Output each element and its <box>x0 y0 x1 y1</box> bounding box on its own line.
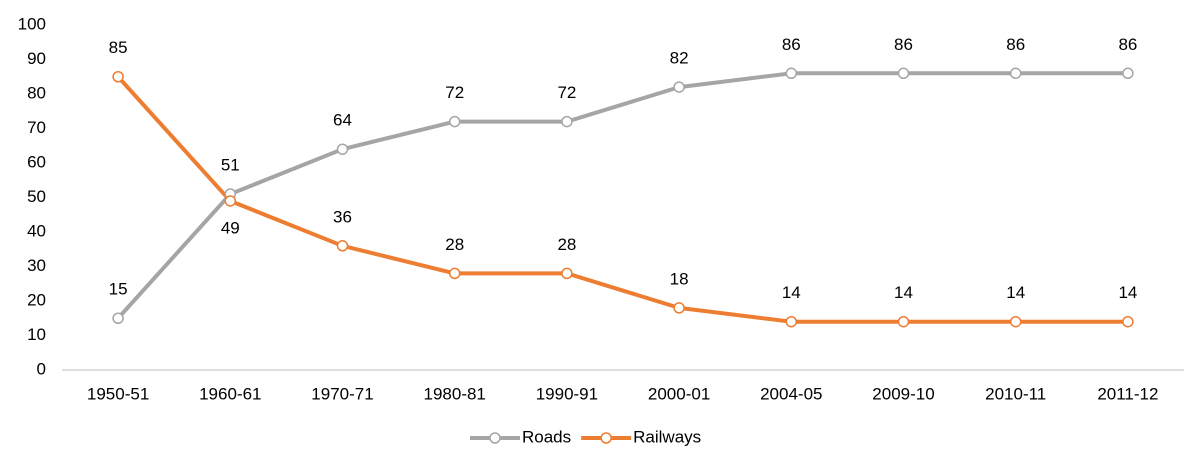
x-tick-label: 2010-11 <box>985 384 1046 403</box>
point <box>224 195 237 207</box>
data-label: 28 <box>445 235 464 254</box>
data-label: 82 <box>670 49 689 68</box>
point <box>336 240 349 252</box>
y-tick-label: 90 <box>27 49 46 68</box>
point <box>448 267 461 280</box>
x-tick-label: 1950-51 <box>87 384 149 403</box>
y-tick-label: 70 <box>27 118 46 137</box>
series-line <box>116 75 1128 324</box>
legend-marker <box>600 432 612 444</box>
legend-label: Roads <box>522 427 571 446</box>
data-label: 28 <box>557 235 576 254</box>
point <box>673 302 685 314</box>
y-tick-label: 80 <box>27 83 46 102</box>
point <box>112 71 124 83</box>
point <box>561 267 573 280</box>
legend-label: Railways <box>633 427 701 446</box>
data-label: 86 <box>1006 35 1025 54</box>
point <box>1009 315 1022 328</box>
point <box>561 115 573 128</box>
data-label: 86 <box>782 35 801 54</box>
data-label: 14 <box>1006 283 1025 302</box>
y-tick-label: 40 <box>27 221 46 240</box>
data-label: 36 <box>333 207 352 226</box>
point <box>673 81 685 93</box>
y-tick-label: 0 <box>37 359 46 378</box>
y-tick-label: 20 <box>27 290 46 309</box>
data-label: 85 <box>109 38 128 57</box>
data-label: 64 <box>333 111 352 130</box>
data-label: 72 <box>445 83 464 102</box>
data-label: 14 <box>1118 283 1137 302</box>
data-label: 18 <box>670 269 689 288</box>
data-label: 14 <box>782 283 801 302</box>
y-tick-label: 30 <box>27 256 46 275</box>
point <box>1009 67 1022 80</box>
x-tick-label: 2009-10 <box>872 384 934 403</box>
point <box>897 67 910 80</box>
x-tick-label: 1960-61 <box>199 384 261 403</box>
series-line <box>116 71 1128 320</box>
x-tick-label: 2011-12 <box>1097 384 1158 403</box>
y-tick-label: 100 <box>18 14 46 33</box>
point <box>448 115 461 128</box>
point <box>785 315 798 328</box>
x-tick-label: 1980-81 <box>424 384 486 403</box>
y-tick-label: 50 <box>27 187 46 206</box>
y-tick-label: 10 <box>27 325 46 344</box>
data-label: 86 <box>1118 35 1137 54</box>
point <box>1122 315 1134 328</box>
x-tick-label: 2004-05 <box>760 384 822 403</box>
point <box>112 312 124 324</box>
point <box>336 143 349 155</box>
x-tick-label: 1990-91 <box>536 384 598 403</box>
point <box>785 67 798 80</box>
data-label: 15 <box>109 280 128 299</box>
y-tick-label: 60 <box>27 152 46 171</box>
point <box>897 315 910 328</box>
data-label: 86 <box>894 35 913 54</box>
x-tick-label: 2000-01 <box>648 384 710 403</box>
x-tick-label: 1970-71 <box>311 384 373 403</box>
data-label: 72 <box>557 83 576 102</box>
data-label: 49 <box>221 218 240 237</box>
legend-marker <box>489 432 501 444</box>
data-label: 14 <box>894 283 913 302</box>
point <box>1122 67 1134 80</box>
data-label: 51 <box>221 156 240 175</box>
